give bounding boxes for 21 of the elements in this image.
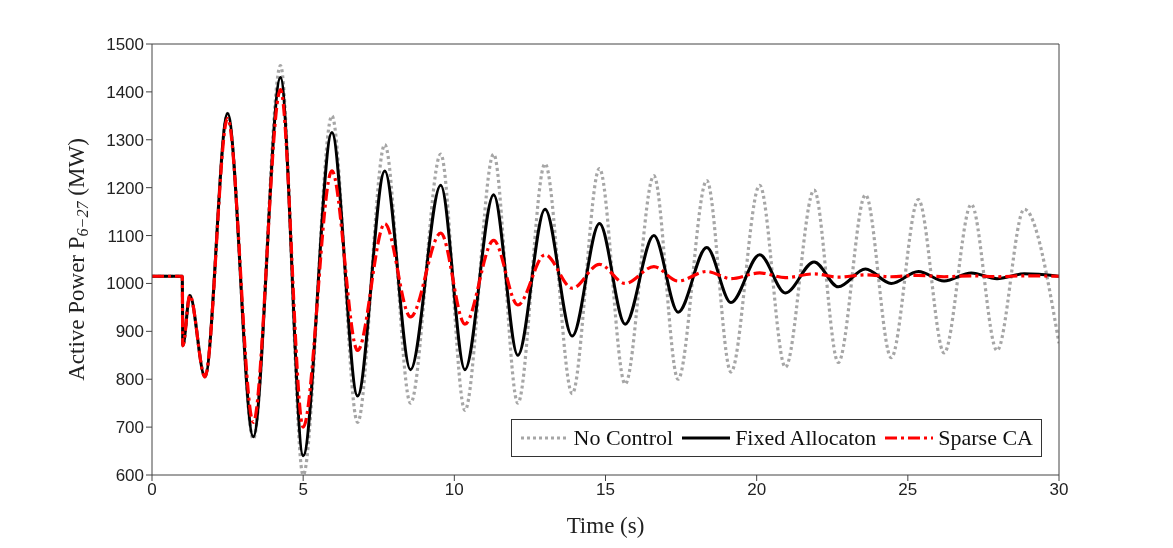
x-axis-title: Time (s) [566,513,645,538]
x-tick-label: 25 [898,480,918,500]
x-tick-label: 0 [147,480,157,500]
x-tick-label: 5 [298,480,308,500]
x-tick-label: 20 [747,480,767,500]
x-tick-label: 15 [596,480,615,500]
y-tick-label: 600 [115,466,144,486]
y-tick-label: 1100 [107,226,144,246]
y-tick-label: 900 [115,322,144,342]
legend-label: Fixed Allocaton [735,425,877,451]
y-tick-label: 800 [115,370,144,390]
y-tick-label: 1200 [106,178,144,198]
legend-label: Sparse CA [938,425,1033,451]
y-tick-label: 1400 [106,82,144,102]
y-tick-label: 1300 [106,130,144,150]
x-tick-label: 10 [444,480,464,500]
legend-label: No Control [573,425,674,451]
y-tick-label: 700 [115,418,144,438]
y-tick-label: 1500 [106,35,144,55]
y-tick-label: 1000 [106,274,144,294]
x-tick-label: 30 [1049,480,1069,500]
